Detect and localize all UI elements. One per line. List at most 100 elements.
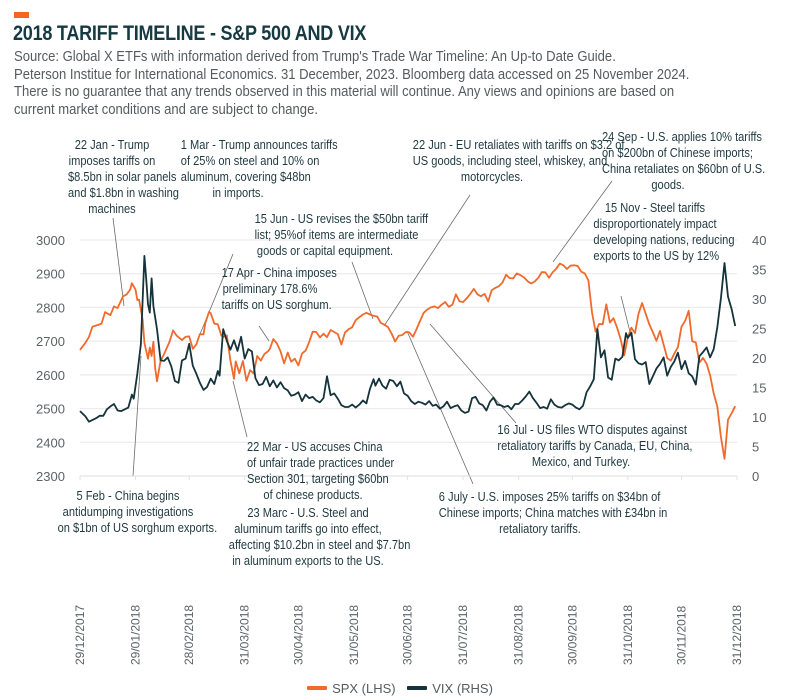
- y-right-tick-label: 30: [752, 292, 766, 307]
- annotation-nov15: 15 Nov - Steel tariffs disproportionatel…: [593, 200, 734, 264]
- annotation-feb5: 5 Feb - China begins antidumping investi…: [57, 488, 218, 536]
- x-tick-label: 30/11/2018: [675, 606, 689, 665]
- annotation-line: 22 Mar - US accuses China: [247, 440, 383, 454]
- y-right-tick-label: 25: [752, 322, 766, 337]
- annotation-line: 15 Nov - Steel tariffs: [604, 201, 706, 215]
- annotation-line: 24 Sep - U.S. applies 10% tariffs: [602, 130, 762, 144]
- annotation-leader-line: [351, 261, 374, 320]
- annotation-leader-line: [383, 194, 471, 327]
- source-line: current market conditions and are subjec…: [14, 100, 318, 118]
- x-tick-label: 28/02/2018: [182, 605, 196, 665]
- x-tick-label: 30/06/2018: [401, 605, 415, 665]
- y-left-tick-label: 2400: [36, 435, 65, 450]
- annotation-line: aluminum tariffs go into effect,: [234, 522, 382, 536]
- series-lines: [79, 255, 737, 460]
- annotation-line: of chinese products.: [263, 488, 363, 502]
- y-left-tick-label: 2800: [36, 300, 65, 315]
- annotation-line: $8.5bn in solar panels: [68, 170, 177, 184]
- annotation-mar22: 22 Mar - US accuses China of unfair trad…: [247, 439, 395, 503]
- annotation-leader-line: [112, 217, 125, 307]
- annotation-line: tariffs on US sorghum.: [221, 298, 332, 312]
- annotation-leader-line: [552, 180, 613, 263]
- x-tick-label: 31/10/2018: [621, 605, 635, 665]
- annotation-line: retaliatory tariffs by Canada, EU, China…: [497, 439, 693, 453]
- x-tick-label: 30/04/2018: [291, 605, 305, 665]
- legend-item-spx: SPX (LHS): [307, 681, 396, 696]
- x-tick-label: 31/12/2018: [730, 605, 744, 665]
- y-left-tick-label: 2900: [36, 267, 65, 282]
- annotation-line: Section 301, targeting $60bn: [247, 472, 389, 486]
- y-right-tick-label: 15: [752, 381, 766, 396]
- annotation-line: imposes tariffs on: [68, 154, 156, 168]
- annotation-line: 17 Apr - China imposes: [221, 266, 337, 280]
- x-tick-label: 29/01/2018: [128, 605, 142, 665]
- x-tick-label: 29/12/2017: [73, 605, 87, 665]
- y-right-tick-label: 10: [752, 410, 766, 425]
- annotation-line: 16 Jul - US files WTO disputes against: [497, 423, 687, 437]
- y-axis-left: 3000 2900 2800 2700 2600 2500 2400 2300: [36, 233, 65, 484]
- annotation-line: disproportionately impact: [593, 217, 717, 231]
- annotation-line: Chinese imports; China matches with £34b…: [438, 506, 668, 520]
- annotation-leader-line: [197, 253, 234, 340]
- annotation-line: on $200bn of Chinese imports;: [602, 146, 753, 160]
- annotation-line: on $1bn of US sorghum exports.: [57, 521, 218, 535]
- annotation-line: 6 July - U.S. imposes 25% tariffs on $34…: [438, 490, 661, 504]
- annotation-line: motorcycles.: [460, 170, 524, 184]
- annotation-line: and $1.8bn in washing: [68, 186, 179, 200]
- x-tick-label: 31/03/2018: [238, 605, 252, 665]
- x-tick-label: 31/05/2018: [347, 605, 361, 665]
- annotation-line: 22 Jun - EU retaliates with tariffs on $…: [412, 138, 625, 152]
- y-left-tick-label: 2700: [36, 334, 65, 349]
- annotation-leader-line: [406, 330, 474, 485]
- annotation-line: in aluminum exports to the US.: [232, 554, 384, 568]
- x-tick-label: 31/08/2018: [512, 605, 526, 665]
- legend: SPX (LHS) VIX (RHS): [0, 678, 800, 696]
- annotation-jun15: 15 Jun - US revises the $50bn tariff lis…: [254, 211, 429, 259]
- y-left-tick-label: 3000: [36, 233, 65, 248]
- annotation-mar1: 1 Mar - Trump announces tariffs of 25% o…: [180, 137, 338, 201]
- x-tick-label: 30/09/2018: [565, 605, 579, 665]
- annotation-jul16: 16 Jul - US files WTO disputes against r…: [497, 422, 693, 470]
- annotation-leader-line: [132, 355, 142, 477]
- annotation-line: aluminum, covering $48bn: [180, 170, 311, 184]
- legend-item-vix: VIX (RHS): [407, 681, 493, 696]
- chart-title: 2018 TARIFF TIMELINE - S&P 500 AND VIX: [13, 22, 367, 45]
- accent-bar: [14, 12, 29, 18]
- y-left-tick-label: 2600: [36, 368, 65, 383]
- annotation-line: in imports.: [212, 186, 264, 200]
- annotation-line: 15 Jun - US revises the $50bn tariff: [254, 212, 429, 226]
- annotation-line: Mexico, and Turkey.: [531, 455, 631, 469]
- annotation-line: 22 Jan - Trump: [74, 138, 150, 152]
- annotation-line: of 25% on steel and 10% on: [180, 154, 320, 168]
- annotation-line: antidumping investigations: [62, 505, 194, 519]
- legend-label-vix: VIX (RHS): [432, 680, 493, 696]
- annotation-line: US goods, including steel, whiskey, and: [412, 154, 608, 168]
- source-line: Source: Global X ETFs with information d…: [14, 48, 616, 65]
- x-tick-label: 31/07/2018: [456, 605, 470, 665]
- annotation-line: list; 95%of items are intermediate: [254, 228, 419, 242]
- source-line: There is no guarantee that any trends ob…: [14, 83, 675, 100]
- x-axis: 29/12/2017 29/01/2018 28/02/2018 31/03/2018…: [73, 475, 744, 665]
- annotation-line: of unfair trade practices under: [247, 456, 395, 470]
- annotation-leader-line: [258, 325, 270, 342]
- annotation-jun22: 22 Jun - EU retaliates with tariffs on $…: [412, 137, 625, 185]
- annotation-line: preliminary 178.6%: [222, 282, 318, 296]
- annotation-sep24: 24 Sep - U.S. applies 10% tariffs on $20…: [602, 129, 766, 193]
- annotation-line: goods.: [651, 178, 685, 192]
- annotation-jul6: 6 July - U.S. imposes 25% tariffs on $34…: [438, 489, 668, 537]
- source-line: Peterson Institue for International Econ…: [14, 65, 690, 83]
- y-axis-right: 40 35 30 25 20 15 10 5 0: [752, 233, 766, 484]
- vix-series-line: [79, 255, 737, 423]
- annotation-line: 1 Mar - Trump announces tariffs: [180, 138, 338, 152]
- y-right-tick-label: 0: [752, 469, 759, 484]
- annotation-line: exports to the US by 12%: [593, 249, 720, 263]
- y-right-tick-label: 40: [752, 233, 766, 248]
- annotation-line: affecting $10.2bn in steel and $7.7bn: [228, 538, 411, 552]
- annotation-line: 5 Feb - China begins: [76, 489, 180, 503]
- annotation-mar23: 23 Marc - U.S. Steel and aluminum tariff…: [228, 505, 411, 569]
- legend-swatch-vix: [407, 686, 428, 690]
- legend-swatch-spx: [307, 686, 328, 690]
- annotation-line: China retaliates on $60bn of U.S.: [602, 162, 766, 176]
- annotation-apr17: 17 Apr - China imposes preliminary 178.6…: [221, 265, 337, 313]
